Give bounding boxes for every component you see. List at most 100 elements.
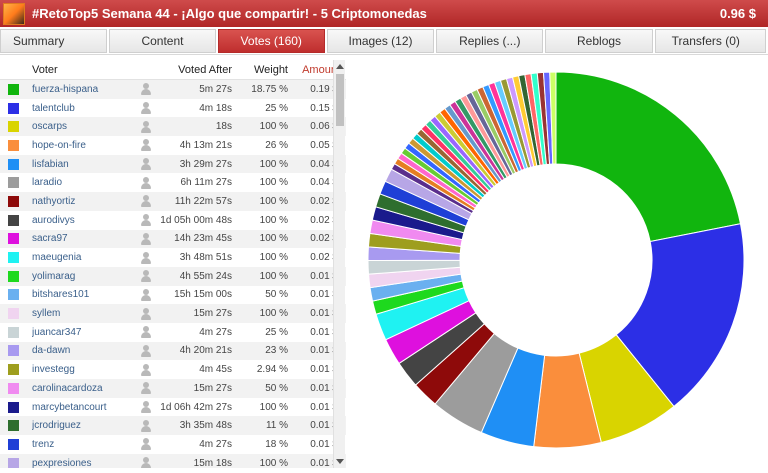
table-row[interactable]: syllem 15m 27s 100 % 0.01 $ <box>0 304 346 323</box>
voter-name-link[interactable]: laradio <box>32 177 63 189</box>
voter-name-link[interactable]: marcybetancourt <box>32 401 107 413</box>
votes-donut-chart <box>350 60 768 468</box>
user-icon[interactable] <box>136 120 156 133</box>
voter-name-link[interactable]: hope-on-fire <box>32 139 86 151</box>
table-row[interactable]: laradio 6h 11m 27s 100 % 0.04 $ <box>0 173 346 192</box>
scroll-down-arrow-icon[interactable] <box>336 459 344 464</box>
user-icon[interactable] <box>136 251 156 264</box>
voter-name-link[interactable]: jcrodriguez <box>32 420 81 432</box>
voter-color-swatch <box>8 420 19 432</box>
user-icon[interactable] <box>136 326 156 339</box>
amount-cell: 0.04 $ <box>310 177 338 189</box>
tab-replies[interactable]: Replies (...) <box>436 29 544 53</box>
scroll-up-arrow-icon[interactable] <box>336 64 344 69</box>
voter-name-link[interactable]: juancar347 <box>32 326 82 338</box>
table-row[interactable]: fuerza-hispana 5m 27s 18.75 % 0.19 $ <box>0 80 346 99</box>
voted-after-cell: 6h 11m 27s <box>180 177 232 189</box>
user-icon[interactable] <box>136 158 156 171</box>
user-icon[interactable] <box>136 176 156 189</box>
tab-votes[interactable]: Votes (160) <box>217 29 325 53</box>
voter-color-swatch <box>8 102 19 114</box>
user-icon[interactable] <box>136 382 156 395</box>
voter-name-link[interactable]: talentclub <box>32 102 75 114</box>
table-row[interactable]: maeugenia 3h 48m 51s 100 % 0.02 $ <box>0 248 346 267</box>
tab-reblogs[interactable]: Reblogs <box>545 29 653 53</box>
user-icon[interactable] <box>136 344 156 357</box>
voted-after-cell: 4m 45s <box>199 364 232 376</box>
table-scrollbar[interactable] <box>333 60 345 468</box>
user-icon[interactable] <box>136 270 156 283</box>
weight-cell: 2.94 % <box>256 364 288 376</box>
voter-name-link[interactable]: maeugenia <box>32 252 82 264</box>
table-row[interactable]: oscarps 18s 100 % 0.06 $ <box>0 117 346 137</box>
tab-images[interactable]: Images (12) <box>326 29 435 53</box>
voter-color-swatch <box>8 289 19 301</box>
table-row[interactable]: bitshares101 15h 15m 00s 50 % 0.01 $ <box>0 286 346 305</box>
tab-transfers[interactable]: Transfers (0) <box>654 29 767 53</box>
voter-name-link[interactable]: nathyortiz <box>32 195 76 207</box>
column-header-voter[interactable]: Voter <box>32 63 58 76</box>
voter-name-link[interactable]: carolinacardoza <box>32 382 103 394</box>
table-row[interactable]: hope-on-fire 4h 13m 21s 26 % 0.05 $ <box>0 136 346 155</box>
column-header-amount[interactable]: Amount <box>302 63 340 76</box>
table-row[interactable]: jcrodriguez 3h 35m 48s 11 % 0.01 $ <box>0 416 346 436</box>
voted-after-cell: 11h 22m 57s <box>174 195 232 207</box>
user-icon[interactable] <box>136 307 156 320</box>
voter-name-link[interactable]: pexpresiones <box>32 457 92 468</box>
user-icon[interactable] <box>136 83 156 96</box>
user-icon[interactable] <box>136 195 156 208</box>
voter-name-link[interactable]: bitshares101 <box>32 289 90 301</box>
table-row[interactable]: trenz 4m 27s 18 % 0.01 $ <box>0 435 346 454</box>
table-row[interactable]: yolimarag 4h 55m 24s 100 % 0.01 $ <box>0 266 346 286</box>
weight-cell: 100 % <box>259 158 288 170</box>
table-row[interactable]: carolinacardoza 15m 27s 50 % 0.01 $ <box>0 379 346 398</box>
voter-name-link[interactable]: aurodivys <box>32 214 75 226</box>
donut-slice-other-32[interactable] <box>549 71 557 165</box>
weight-cell: 100 % <box>259 214 288 226</box>
scrollbar-thumb[interactable] <box>336 74 344 126</box>
user-icon[interactable] <box>136 401 156 414</box>
table-row[interactable]: marcybetancourt 1d 06h 42m 27s 100 % 0.01 $ <box>0 398 346 417</box>
voter-name-link[interactable]: sacra97 <box>32 233 68 245</box>
user-icon[interactable] <box>136 232 156 245</box>
voter-name-link[interactable]: yolimarag <box>32 270 76 282</box>
voter-name-link[interactable]: fuerza-hispana <box>32 83 99 95</box>
user-icon[interactable] <box>136 457 156 468</box>
table-row[interactable]: nathyortiz 11h 22m 57s 100 % 0.02 $ <box>0 192 346 211</box>
table-row[interactable]: talentclub 4m 18s 25 % 0.15 $ <box>0 99 346 118</box>
user-icon[interactable] <box>136 139 156 152</box>
table-row[interactable]: aurodivys 1d 05h 00m 48s 100 % 0.02 $ <box>0 211 346 230</box>
table-row[interactable]: da-dawn 4h 20m 21s 23 % 0.01 $ <box>0 341 346 361</box>
voter-name-link[interactable]: investegg <box>32 364 75 376</box>
title-bar: #RetoTop5 Semana 44 - ¡Algo que comparti… <box>0 0 768 27</box>
user-icon[interactable] <box>136 288 156 301</box>
tab-summary[interactable]: Summary <box>0 29 108 53</box>
donut-slice-fuerza-hispana[interactable] <box>555 71 742 243</box>
voter-name-link[interactable]: lisfabian <box>32 158 69 170</box>
table-row[interactable]: juancar347 4m 27s 25 % 0.01 $ <box>0 323 346 342</box>
voter-name-link[interactable]: da-dawn <box>32 345 71 357</box>
weight-cell: 18.75 % <box>251 83 288 95</box>
weight-cell: 100 % <box>259 308 288 320</box>
donut-slice-talentclub[interactable] <box>615 223 745 408</box>
table-row[interactable]: lisfabian 3h 29m 27s 100 % 0.04 $ <box>0 154 346 174</box>
user-icon[interactable] <box>136 363 156 376</box>
user-icon[interactable] <box>136 438 156 451</box>
tab-content[interactable]: Content <box>109 29 216 53</box>
voted-after-cell: 4m 18s <box>199 102 232 114</box>
voter-name-link[interactable]: trenz <box>32 438 55 450</box>
voter-name-link[interactable]: oscarps <box>32 121 68 133</box>
column-header-voted-after[interactable]: Voted After <box>178 63 232 76</box>
table-row[interactable]: sacra97 14h 23m 45s 100 % 0.02 $ <box>0 229 346 249</box>
weight-cell: 100 % <box>259 233 288 245</box>
weight-cell: 18 % <box>265 438 288 450</box>
table-row[interactable]: pexpresiones 15m 18s 100 % 0.01 $ <box>0 453 346 468</box>
weight-cell: 23 % <box>265 345 288 357</box>
column-header-weight[interactable]: Weight <box>253 63 288 76</box>
voter-name-link[interactable]: syllem <box>32 308 61 320</box>
user-icon[interactable] <box>136 102 156 115</box>
voted-after-cell: 1d 06h 42m 27s <box>160 401 232 413</box>
user-icon[interactable] <box>136 419 156 432</box>
user-icon[interactable] <box>136 214 156 227</box>
table-row[interactable]: investegg 4m 45s 2.94 % 0.01 $ <box>0 360 346 379</box>
